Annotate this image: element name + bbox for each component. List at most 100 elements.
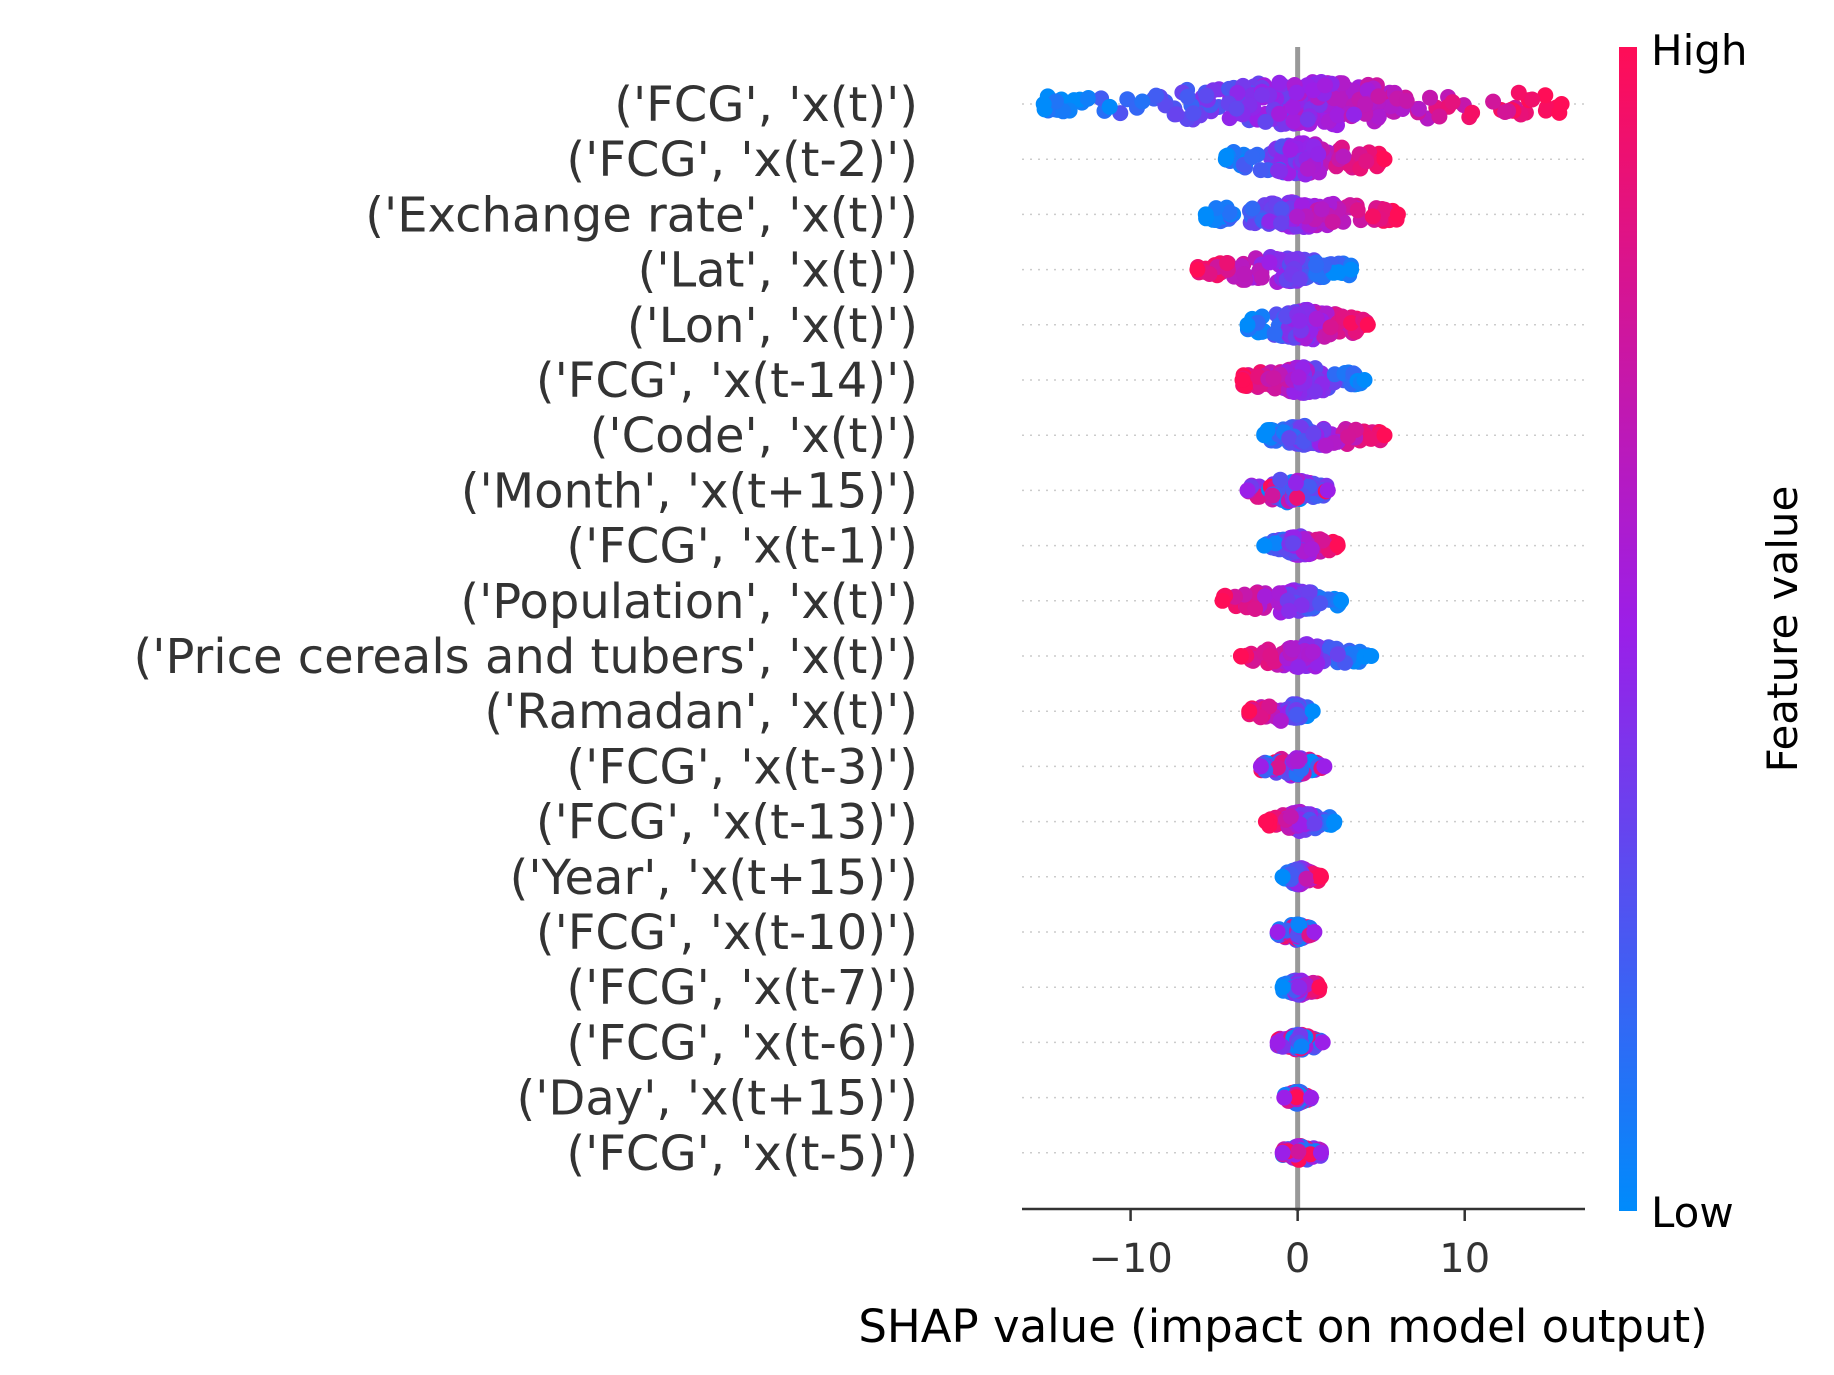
shap-point (1363, 430, 1380, 447)
shap-point (1290, 753, 1307, 769)
shap-point (1079, 90, 1096, 107)
shap-point (1308, 310, 1325, 327)
shap-point (1303, 541, 1320, 557)
shap-point-extreme (1363, 648, 1380, 664)
shap-point-extreme (1376, 151, 1393, 168)
shap-point (1410, 100, 1427, 117)
shap-point (1293, 1038, 1310, 1055)
shap-point (1537, 87, 1554, 104)
shap-point (1185, 105, 1202, 122)
shap-point (1290, 659, 1307, 675)
shap-point (1346, 106, 1362, 123)
shap-point (1273, 215, 1290, 232)
shap-point (1284, 641, 1301, 658)
shap-point-extreme (1274, 979, 1291, 996)
feature-label: ('FCG', 'x(t-13)') (536, 795, 918, 851)
shap-point (1291, 271, 1308, 287)
shap-point-extreme (1241, 703, 1258, 720)
shap-point (1272, 471, 1289, 488)
shap-point (1284, 99, 1301, 116)
shap-point (1370, 108, 1387, 125)
shap-point (1329, 646, 1346, 663)
x-tick-label: 10 (1439, 1236, 1490, 1282)
colorbar-low-label: Low (1651, 1188, 1734, 1237)
shap-point-extreme (1329, 537, 1346, 554)
beeswarm-points (1035, 74, 1570, 1168)
shap-point (1198, 87, 1215, 104)
feature-label: ('FCG', 'x(t-3)') (566, 739, 918, 795)
feature-labels: ('FCG', 'x(t)')('FCG', 'x(t-2)')('Exchan… (134, 77, 918, 1182)
feature-label: ('Population', 'x(t)') (460, 574, 918, 630)
shap-point (1272, 712, 1289, 729)
shap-point (1299, 111, 1316, 128)
shap-point (1314, 532, 1331, 549)
shap-point-extreme (1303, 1089, 1319, 1106)
shap-point (1317, 77, 1333, 94)
shap-point (1253, 87, 1270, 103)
shap-point (1201, 266, 1218, 282)
shap-point-extreme (1274, 868, 1291, 885)
shap-point-extreme (1326, 813, 1343, 830)
shap-point (1313, 201, 1330, 218)
shap-point (1257, 113, 1274, 130)
shap-point (1340, 428, 1357, 445)
shap-point (1252, 162, 1269, 179)
shap-point (1289, 208, 1306, 225)
shap-point (1261, 254, 1278, 271)
shap-point (1312, 595, 1329, 612)
shap-point (1288, 84, 1305, 101)
x-axis-title: SHAP value (impact on model output) (858, 1300, 1707, 1353)
shap-point (1265, 370, 1282, 387)
shap-point-extreme (1356, 372, 1373, 388)
feature-label: ('Lon', 'x(t)') (627, 298, 918, 354)
shap-point (1247, 601, 1264, 617)
shap-point (1524, 91, 1541, 108)
feature-label: ('Exchange rate', 'x(t)') (365, 187, 918, 243)
shap-point (1273, 201, 1290, 217)
shap-point-extreme (1239, 482, 1256, 499)
feature-label: ('FCG', 'x(t-6)') (566, 1015, 918, 1071)
shap-point-extreme (1252, 758, 1269, 775)
shap-point (1370, 88, 1387, 105)
shap-point-extreme (1276, 1089, 1293, 1106)
feature-label: ('FCG', 'x(t-1)') (566, 519, 918, 575)
feature-label: ('Day', 'x(t+15)') (516, 1071, 918, 1127)
feature-label: ('Month', 'x(t+15)') (461, 463, 918, 519)
shap-point (1236, 266, 1253, 282)
shap-point (1221, 204, 1238, 221)
shap-point-extreme (1189, 261, 1206, 278)
shap-point (1308, 257, 1325, 274)
shap-point-extreme (1197, 206, 1214, 223)
shap-point (1219, 255, 1236, 271)
shap-point (1431, 108, 1448, 125)
shap-point (1444, 94, 1461, 111)
shap-point (1290, 369, 1307, 386)
shap-point-extreme (1269, 1034, 1286, 1051)
shap-point-extreme (1274, 1144, 1291, 1161)
feature-label: ('FCG', 'x(t-5)') (566, 1126, 918, 1182)
feature-label: ('Ramadan', 'x(t)') (484, 684, 918, 740)
shap-point (1281, 430, 1298, 447)
shap-point (1285, 535, 1301, 552)
feature-label: ('FCG', 'x(t-10)') (536, 905, 918, 961)
shap-point (1291, 312, 1308, 329)
shap-point-extreme (1553, 96, 1570, 112)
shap-point (1288, 706, 1305, 723)
feature-label: ('Price cereals and tubers', 'x(t)') (134, 629, 918, 685)
shap-point (1335, 148, 1352, 165)
x-tick-label: 0 (1285, 1236, 1310, 1282)
shap-point (1293, 597, 1310, 614)
shap-point (1253, 269, 1270, 286)
shap-point (1257, 588, 1273, 605)
shap-point (1310, 146, 1327, 163)
shap-point-extreme (1035, 96, 1052, 112)
shap-point (1262, 647, 1279, 664)
shap-point (1047, 93, 1064, 110)
shap-point (1244, 200, 1261, 217)
shap-point (1266, 325, 1283, 342)
shap-point (1289, 489, 1306, 506)
feature-label: ('Code', 'x(t)') (590, 408, 918, 464)
shap-point (1358, 153, 1375, 170)
shap-point (1269, 759, 1286, 776)
shap-point (1305, 643, 1321, 660)
